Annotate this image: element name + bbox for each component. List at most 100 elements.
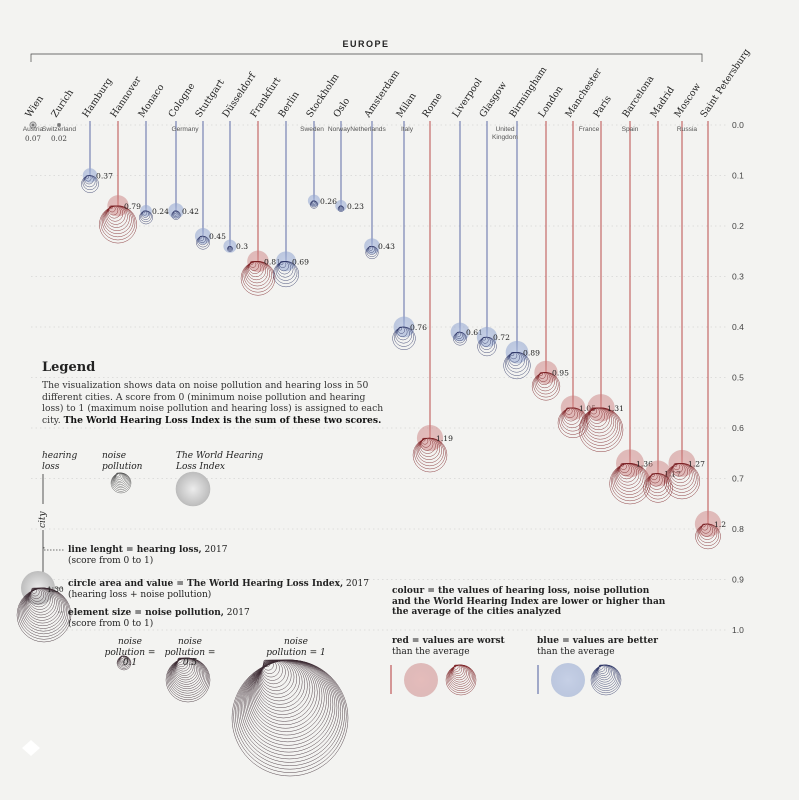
key-line-length-bold: line lenght = hearing loss, [68, 545, 202, 555]
y-tick-0.2: 0.2 [732, 221, 744, 231]
size-example-small [116, 655, 132, 671]
country-france: France [579, 126, 600, 133]
legend-title: Legend [42, 360, 96, 375]
noise-element-monaco [139, 210, 153, 225]
index-value-hamburg: 0.37 [96, 172, 113, 181]
country-austria: Austria [23, 126, 44, 133]
key-index-circle [175, 471, 211, 507]
city-label-london: London [536, 84, 565, 120]
index-value-rome: 1.19 [436, 434, 453, 443]
noise-element-glasgow [477, 336, 497, 357]
key-colour-line3: the average of the cities analyzed [392, 607, 562, 617]
brand-logo-icon [22, 740, 40, 756]
city-manchester: Manchester1.05 [557, 66, 604, 439]
y-tick-1.0: 1.0 [732, 625, 744, 635]
city-label-rome: Rome [420, 91, 445, 120]
city-rome: Rome 1.19 [412, 91, 453, 473]
city-label-monaco: Monaco [136, 82, 166, 120]
y-tick-0.6: 0.6 [732, 423, 744, 433]
chart-title: EUROPE [342, 39, 389, 49]
example-value: 1.30 [47, 585, 64, 594]
key-blue-swirl [590, 664, 622, 696]
country-united-kingdom: United Kingdom [492, 126, 519, 141]
key-circle-bold: circle area and value = The World Hearin… [68, 579, 344, 589]
key-element-year: 2017 [226, 608, 250, 618]
index-value-saint-petersburg: 1.2 [714, 520, 726, 529]
pointer-line-length [43, 547, 65, 551]
y-tick-0.5: 0.5 [732, 373, 744, 383]
size-label-large: noise pollution = 1 [266, 637, 326, 658]
index-value-d-sseldorf: 0.3 [236, 242, 248, 251]
noise-element-hamburg [81, 175, 99, 193]
index-value-madrid: 1.17 [664, 469, 681, 478]
noise-element-liverpool [453, 331, 467, 346]
y-tick-0.3: 0.3 [732, 272, 744, 282]
key-city-label: city [38, 511, 48, 528]
index-value-stuttgart: 0.45 [209, 232, 226, 241]
noise-element-wien [31, 123, 35, 127]
key-colour-line2: and the World Hearing Index are lower or… [392, 596, 666, 607]
noise-element-stuttgart [196, 235, 210, 250]
key-red-sub: than the average [392, 646, 470, 657]
city-paris: Paris 1.31 [578, 94, 624, 453]
noise-element-birmingham [503, 351, 531, 380]
noise-element-berlin [272, 261, 300, 288]
index-value-frankfurt: 0.81 [264, 257, 281, 266]
noise-element-oslo [337, 205, 345, 212]
city-label-wien: Wien [23, 94, 46, 120]
city-label-milan: Milan [394, 91, 418, 120]
key-red-circle [404, 663, 438, 697]
noise-element-milan [392, 326, 416, 350]
size-example-large [231, 659, 349, 777]
key-circle-sub: (hearing loss + noise pollution) [68, 589, 212, 600]
y-tick-0.1: 0.1 [732, 171, 744, 181]
index-value-monaco: 0.24 [152, 207, 169, 216]
country-russia: Russia [677, 126, 697, 133]
key-line-length-sub: (score from 0 to 1) [68, 555, 154, 566]
index-value-hannover: 0.79 [124, 202, 141, 211]
y-tick-0.7: 0.7 [732, 474, 744, 484]
noise-element-rome [412, 437, 448, 473]
noise-element-hannover [99, 205, 137, 244]
city-label-paris: Paris [591, 94, 614, 120]
city-label-berlin: Berlin [276, 90, 301, 120]
noise-element-zurich [57, 123, 61, 127]
index-value-stockholm: 0.26 [320, 197, 337, 206]
city-wien: Wien [23, 94, 46, 129]
key-index: The World Hearing Loss Index [176, 451, 264, 472]
key-circle-area: circle area and value = The World Hearin… [68, 579, 378, 600]
key-colour: colour = the values of hearing loss, noi… [392, 586, 692, 618]
city-label-oslo: Oslo [331, 96, 352, 120]
noise-element-cologne [171, 210, 181, 220]
country-switzerland: Switzerland [42, 126, 76, 133]
noise-element-amsterdam [365, 245, 379, 260]
key-element-sub: (score from 0 to 1) [68, 618, 154, 629]
key-blue-sub: than the average [537, 646, 615, 657]
city-monaco: Monaco 0.24 [136, 82, 169, 225]
country-norway: Norway [328, 126, 351, 133]
noise-element-moscow [663, 463, 701, 500]
key-blue-circle [551, 663, 585, 697]
country-spain: Spain [622, 126, 639, 133]
country-germany: Germany [171, 126, 199, 133]
index-value-wien: 0.07 [25, 134, 41, 143]
index-value-glasgow: 0.72 [493, 333, 510, 342]
legend-index-note: The World Hearing Loss Index is the sum … [63, 414, 382, 426]
noise-element-london [531, 372, 561, 401]
index-value-cologne: 0.42 [182, 207, 199, 216]
index-value-amsterdam: 0.43 [378, 242, 395, 251]
legend-description-text: The visualization shows data on noise po… [42, 380, 384, 426]
index-value-birmingham: 0.89 [523, 348, 540, 357]
noise-element-saint-petersburg [695, 523, 721, 550]
index-value-london: 0.95 [552, 368, 569, 377]
noise-element-madrid [643, 473, 673, 503]
example-noise-swirl [16, 587, 72, 643]
size-label-medium: noise pollution = 0.5 [164, 637, 216, 668]
size-example-medium [165, 657, 211, 703]
key-noise-pollution: noise pollution [102, 451, 143, 472]
